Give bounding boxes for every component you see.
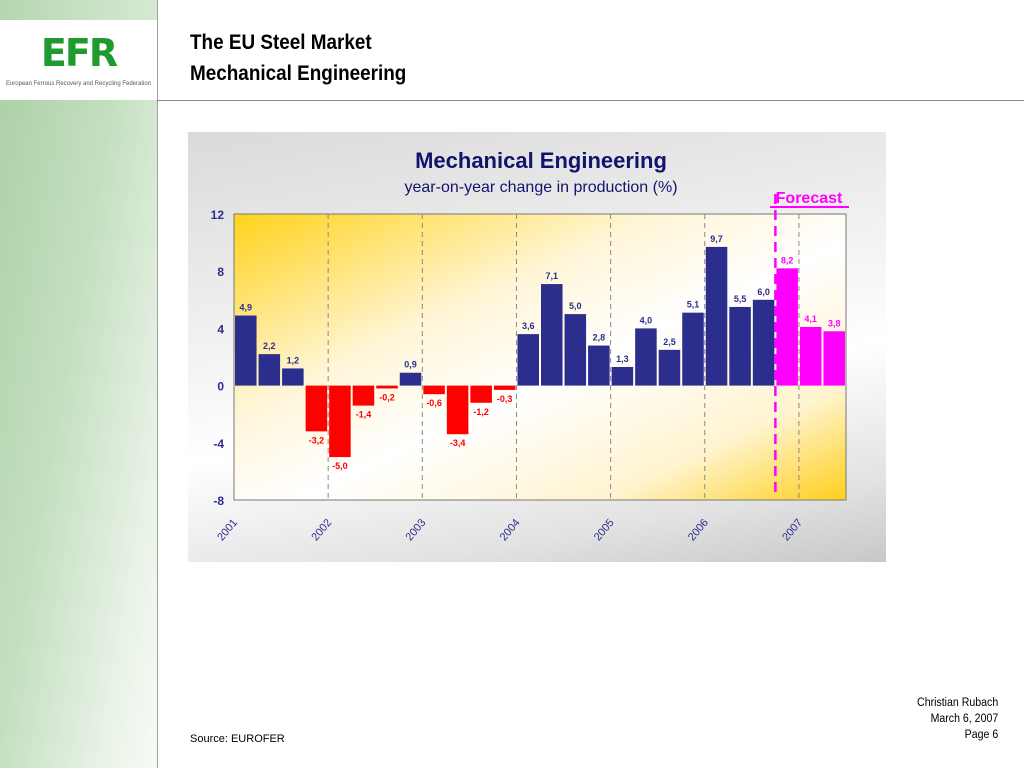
bar [399,372,422,386]
y-tick-label: 0 [217,380,224,394]
y-tick-label: -4 [213,437,224,451]
bar [776,268,798,386]
y-tick-label: 12 [211,208,225,222]
bar [823,331,845,386]
bar [493,385,516,390]
chart: Mechanical Engineering year-on-year chan… [211,148,849,543]
data-label: 5,5 [734,294,747,304]
bar [305,385,328,432]
data-label: -3,2 [309,435,325,445]
bar [541,284,563,386]
data-label: -5,0 [332,461,348,471]
bar [423,385,445,395]
data-label: 4,9 [240,303,253,313]
logo-tagline: European Ferrous Recovery and Recycling … [5,81,152,87]
chart-panel: Mechanical Engineering year-on-year chan… [188,132,886,562]
source-note: Source: EUROFER [190,733,285,745]
bar [470,385,492,403]
bar [517,334,539,386]
x-tick-label: 2001 [215,517,240,543]
bar [352,385,375,406]
header-divider [157,100,1024,101]
data-label: 7,1 [546,271,559,281]
chart-subtitle: year-on-year change in production (%) [404,179,677,196]
data-label: 1,2 [287,355,300,365]
bar [611,367,634,386]
bar [682,312,704,386]
data-label: 8,2 [781,255,794,265]
logo: EFR European Ferrous Recovery and Recycl… [0,20,157,100]
bar [635,328,657,386]
data-label: 4,0 [640,315,653,325]
page-number: Page 6 [964,729,998,741]
bar [564,314,587,386]
slide-title: The EU Steel Market [190,31,372,54]
bar [705,246,728,386]
data-label: 3,6 [522,321,535,331]
data-label: 2,5 [663,337,676,347]
bar [235,315,257,386]
data-label: 2,2 [263,341,276,351]
data-label: -0,3 [497,394,513,404]
x-tick-label: 2005 [592,517,617,543]
data-label: 0,9 [404,360,417,370]
bar [258,354,281,386]
footer-info: Christian Rubach March 6, 2007 Page 6 [917,695,998,743]
sidebar: EFR European Ferrous Recovery and Recycl… [0,0,158,768]
x-tick-label: 2003 [404,517,429,543]
author: Christian Rubach [916,697,998,709]
x-tick-label: 2006 [686,517,711,543]
chart-title: Mechanical Engineering [415,148,667,173]
data-label: 2,8 [593,333,606,343]
x-tick-label: 2002 [309,517,334,543]
data-label: 6,0 [757,287,770,297]
data-label: -1,4 [356,410,372,420]
y-tick-label: -8 [213,494,224,508]
bar [752,299,775,386]
bar [588,345,610,386]
forecast-annotation: Forecast [776,190,843,207]
data-label: 5,0 [569,301,582,311]
bar [729,306,751,386]
bar [799,326,822,386]
sidebar-top-band [0,0,157,20]
y-tick-label: 8 [217,265,224,279]
y-tick-label: 4 [217,322,224,336]
data-label: -3,4 [450,438,466,448]
slide-subtitle: Mechanical Engineering [190,62,407,85]
data-label: -1,2 [473,407,489,417]
data-label: 3,8 [828,318,841,328]
data-label: -0,2 [379,392,395,402]
bar [329,385,351,458]
x-tick-label: 2004 [498,517,523,543]
x-tick-label: 2007 [780,517,805,543]
date: March 6, 2007 [930,713,998,725]
bar [376,385,398,389]
data-label: 9,7 [710,234,723,244]
bar [658,349,681,386]
data-label: 1,3 [616,354,629,364]
data-label: 4,1 [804,314,817,324]
bar [282,368,304,386]
data-label: -0,6 [426,398,442,408]
logo-mark: EFR [40,31,118,75]
data-label: 5,1 [687,300,700,310]
bar [446,385,469,435]
